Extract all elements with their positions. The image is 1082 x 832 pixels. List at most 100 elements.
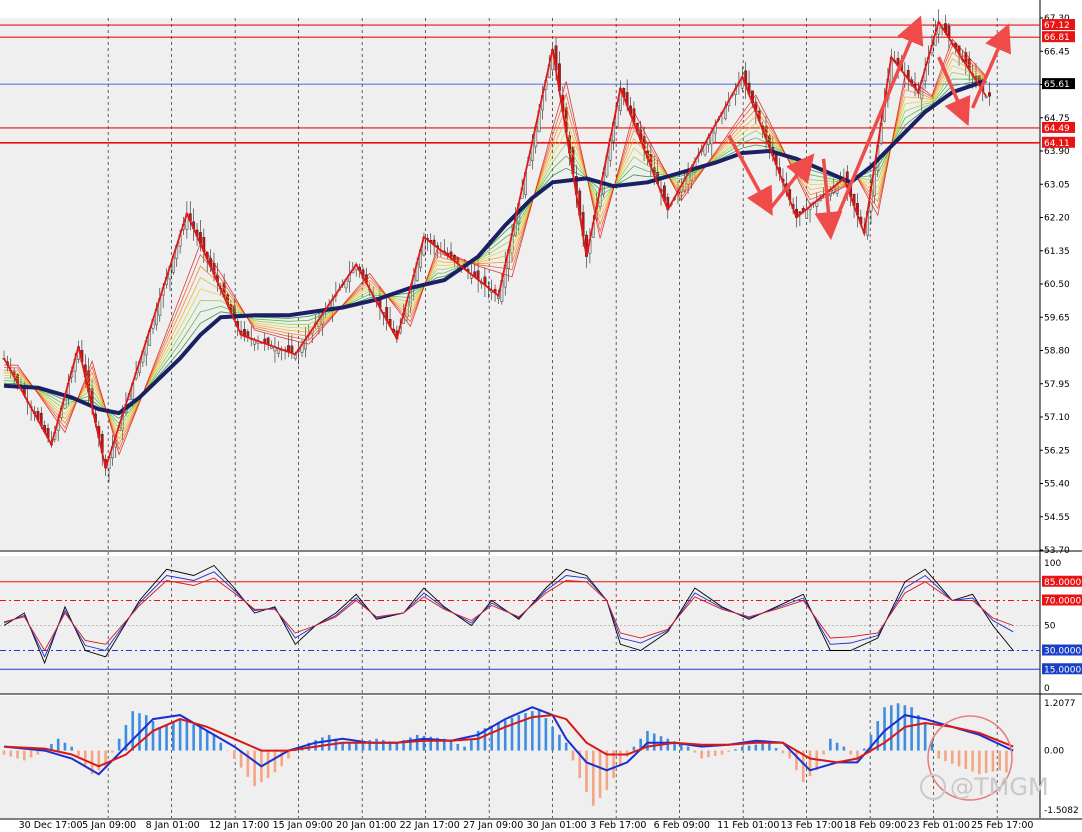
macd-bar [395,742,399,751]
time-label-7: 27 Jan 09:00 [463,820,523,831]
time-label-12: 13 Feb 17:00 [781,820,843,831]
macd-bar [1005,750,1008,773]
time-label-0: 30 Dec 17:00 [19,820,83,831]
macd-bar [598,750,602,798]
macd-bar [531,711,534,751]
price-axis: 67.3066.4565.6064.7563.9063.0562.2061.35… [1040,14,1082,816]
macd-bar [23,750,26,761]
macd-bar [991,750,995,772]
price-tick-label-13: 56.25 [1044,446,1070,456]
macd-bar [436,737,439,751]
ribbon-ma-0 [3,79,987,419]
osc-series-1 [3,571,1014,658]
price-tick-label-14: 55.40 [1044,480,1070,490]
macd-bar [862,748,866,751]
price-tick-label-9: 59.65 [1044,313,1070,323]
macd-bar [822,750,825,755]
macd-bar [185,721,189,751]
macd-bar [795,750,798,771]
macd-bar [727,750,731,752]
price-panel [0,9,1040,483]
macd-bar [158,726,162,751]
macd-bar [768,742,771,751]
macd-bar [9,750,13,757]
price-tick-label-15: 54.55 [1044,513,1070,523]
time-label-4: 15 Jan 09:00 [273,820,333,831]
candle-body [984,96,988,98]
osc-level-tag-label-1: 70.0000 [1044,597,1081,607]
macd-bar [63,742,67,751]
macd-bar [199,726,202,751]
macd-bar [483,728,487,751]
osc-series-2 [3,577,1014,652]
osc-panel-bg [0,556,1040,693]
price-tag-label-3: 64.49 [1044,124,1070,134]
time-label-11: 11 Feb 01:00 [717,820,779,831]
ribbon-ma-4 [3,58,987,440]
macd-bar [280,750,284,767]
macd-bar [835,742,839,751]
macd-bar [720,750,724,755]
price-tag-3 [1042,121,1075,133]
price-tick-label-11: 57.95 [1044,380,1070,390]
overlays: @TMGM [920,715,1049,801]
price-tick-label-8: 60.50 [1044,280,1070,290]
osc-series-0 [3,564,1014,665]
macd-tick-label-0: 1.2077 [1044,699,1076,709]
macd-bar [2,750,6,755]
macd-bar [740,746,744,751]
osc-level-tag-label-3: 15.0000 [1044,665,1081,675]
macd-bar [971,750,974,772]
macd-bar [29,750,33,758]
macd-bar [497,723,500,751]
price-tag-0 [1042,19,1075,31]
pattern-arrow-2 [814,158,843,241]
macd-bar [368,740,372,751]
macd-bar [327,734,331,751]
pattern-arrow-1 [768,153,815,211]
osc-level-tag-label-2: 30.0000 [1044,647,1081,657]
macd-bar [524,713,527,751]
logo-icon [920,774,946,800]
macd-bar [761,743,764,751]
macd-bar [632,746,636,751]
macd-bar [984,750,988,773]
time-label-6: 22 Jan 17:00 [400,820,460,831]
osc-level-tag-label-0: 85.0000 [1044,578,1081,588]
macd-bar [564,742,568,751]
price-tag-4 [1042,136,1075,148]
macd-bar [266,750,270,779]
macd-bar [192,724,195,751]
macd-bar [788,750,792,759]
macd-bar [429,736,433,751]
macd-bar [422,735,426,751]
price-tag-label-0: 67.12 [1044,21,1070,31]
macd-bar [876,721,880,751]
macd-bar [923,723,927,751]
macd-bar [856,750,859,763]
macd-bar [50,744,53,751]
time-label-9: 3 Feb 17:00 [590,820,646,831]
highlight-circle [927,715,1013,801]
macd-bar [83,750,87,766]
macd-bar [490,725,493,751]
time-label-14: 23 Feb 01:00 [908,820,970,831]
price-tick-label-0: 67.30 [1044,14,1070,24]
macd-bar [219,742,223,751]
pattern-arrow-4 [937,56,971,127]
macd-bar [476,730,480,751]
macd-bar [957,750,961,767]
macd-panel [2,703,1014,806]
watermark: @TMGM [920,773,1049,801]
macd-bar [578,750,582,779]
macd-bar [930,740,934,751]
macd-bar [463,746,466,751]
thick-moving-average [3,78,987,416]
macd-bar [510,717,514,751]
macd-bar [287,750,290,759]
macd-bar [585,750,588,792]
macd-bar [950,750,954,764]
macd-bar [917,715,920,751]
macd-bar [226,750,229,752]
macd-bar [172,721,175,751]
